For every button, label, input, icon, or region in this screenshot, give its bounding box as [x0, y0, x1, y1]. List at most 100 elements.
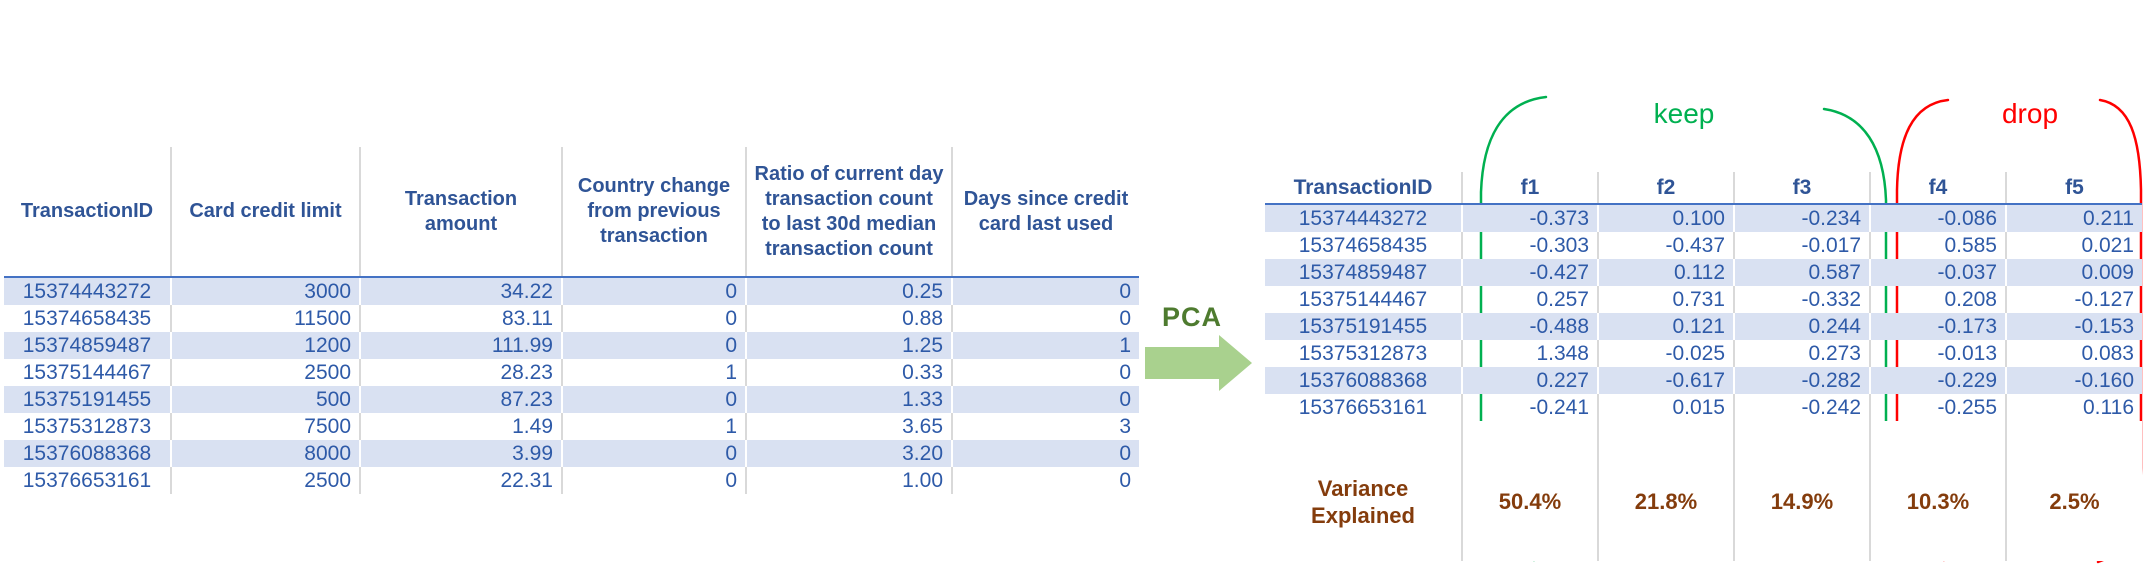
- table-cell: 0: [562, 305, 747, 332]
- variance-f3: 14.9%: [1734, 421, 1871, 561]
- table-cell: 0: [1119, 360, 1131, 384]
- table-cell: 11500: [171, 305, 361, 332]
- column-header-card-credit-limit: Card credit limit: [171, 147, 361, 278]
- table-cell: -0.617: [1598, 367, 1735, 394]
- table-cell: 3.99: [360, 440, 563, 467]
- table-cell: 0.88: [746, 305, 953, 332]
- table-cell: -0.488: [1462, 313, 1599, 340]
- table-cell: 0: [952, 386, 1139, 413]
- column-header-country-change: Country change from previous transaction: [562, 147, 747, 278]
- table-cell: 1.348: [1462, 340, 1599, 367]
- table-cell: -0.437: [1598, 232, 1735, 259]
- table-cell: 0: [562, 277, 747, 305]
- table-cell: -0.160: [2006, 367, 2142, 394]
- column-header-f4: f4: [1870, 172, 2007, 205]
- table-cell: 1.49: [360, 413, 563, 440]
- table-cell: -0.255: [1870, 394, 2007, 421]
- pca-arrow-icon: [1145, 335, 1252, 391]
- table-cell: 0.25: [746, 277, 953, 305]
- table-cell: 15376088368: [1265, 367, 1463, 394]
- table-cell: 0.009: [2006, 259, 2142, 286]
- input-table-header: TransactionID Card credit limit Transact…: [4, 147, 1139, 278]
- table-cell: 15375144467: [1265, 286, 1463, 313]
- table-row: 15374443272 -0.373 0.100 -0.234 -0.086 0.211: [1265, 204, 2142, 232]
- table-row: 15376653161 -0.241 0.015 -0.242 -0.255 0.116: [1265, 394, 2142, 421]
- table-row: 15376653161 2500 22.31 0 1.00 0: [4, 467, 1139, 494]
- table-row: 15375144467 2500 28.23 1 0.33 0: [4, 359, 1139, 386]
- table-cell: 1200: [171, 332, 361, 359]
- table-cell: -0.241: [1462, 394, 1599, 421]
- variance-f1: 50.4%: [1462, 421, 1599, 561]
- table-cell: 1.33: [746, 386, 953, 413]
- table-cell: 87.23: [360, 386, 563, 413]
- table-cell: 0: [1119, 306, 1131, 330]
- table-row: 15376088368 8000 3.99 0 3.20 0: [4, 440, 1139, 467]
- column-header-f5: f5: [2006, 172, 2142, 205]
- table-cell: 0: [952, 440, 1139, 467]
- table-cell: -0.127: [2074, 287, 2134, 311]
- table-cell: -0.234: [1734, 204, 1871, 232]
- table-cell: -0.229: [1870, 367, 2007, 394]
- table-cell: 1.25: [746, 332, 953, 359]
- table-cell: 15376653161: [4, 467, 172, 494]
- column-header-transaction-amount: Transaction amount: [360, 147, 563, 278]
- column-header-days-since-used: Days since credit card last used: [952, 147, 1139, 278]
- component-table-body: 15374443272 -0.373 0.100 -0.234 -0.086 0.211 1…: [1265, 204, 2142, 421]
- table-cell: -0.025: [1598, 340, 1735, 367]
- table-cell: 0.208: [1870, 286, 2007, 313]
- table-row: 15375144467 0.257 0.731 -0.332 0.208 -0.127: [1265, 286, 2142, 313]
- variance-f2: 21.8%: [1598, 421, 1735, 561]
- input-table-body: 15374443272 3000 34.22 0 0.25 0 15374658435 115…: [4, 277, 1139, 494]
- table-cell: 3: [1119, 414, 1131, 438]
- table-cell: 0.227: [1462, 367, 1599, 394]
- variance-explained-label: Variance Explained: [1265, 421, 1463, 561]
- variance-f4: 10.3%: [1870, 421, 2007, 561]
- table-cell: -0.086: [1870, 204, 2007, 232]
- table-cell: -0.373: [1462, 204, 1599, 232]
- table-cell: -0.303: [1462, 232, 1599, 259]
- table-cell: 15374859487: [1265, 259, 1463, 286]
- table-cell: 0: [562, 440, 747, 467]
- table-cell: 2500: [171, 359, 361, 386]
- column-header-f1: f1: [1462, 172, 1599, 205]
- pca-label: PCA: [1161, 302, 1222, 332]
- table-cell: 1: [562, 359, 747, 386]
- table-cell: 0.116: [2083, 395, 2134, 419]
- header-row: TransactionID f1 f2 f3 f4 f5: [1265, 172, 2142, 205]
- table-row: Variance Explained 50.4% 21.8% 14.9% 10.…: [1265, 421, 2142, 561]
- table-cell: 34.22: [360, 277, 563, 305]
- table-cell: 0.021: [2081, 233, 2134, 257]
- column-header-f3: f3: [1734, 172, 1871, 205]
- table-cell: -0.173: [1870, 313, 2007, 340]
- drop-label: drop: [2001, 98, 2059, 129]
- table-cell: 0.244: [1734, 313, 1871, 340]
- table-row: 15374859487 1200 111.99 0 1.25 1: [4, 332, 1139, 359]
- table-cell: 15375191455: [4, 386, 172, 413]
- table-cell: 7500: [171, 413, 361, 440]
- column-header-transaction-id: TransactionID: [4, 147, 172, 278]
- table-cell: 15375191455: [1265, 313, 1463, 340]
- table-cell: 0.083: [2081, 341, 2134, 365]
- table-cell: -0.282: [1734, 367, 1871, 394]
- column-header-f2: f2: [1598, 172, 1735, 205]
- table-cell: 0.33: [746, 359, 953, 386]
- table-row: 15375312873 1.348 -0.025 0.273 -0.013 0.083: [1265, 340, 2142, 367]
- table-cell: 15374443272: [4, 277, 172, 305]
- table-row: 15375191455 -0.488 0.121 0.244 -0.173 -0.153: [1265, 313, 2142, 340]
- table-cell: 2500: [171, 467, 361, 494]
- table-row: 15374658435 11500 83.11 0 0.88 0: [4, 305, 1139, 332]
- keep-label: keep: [1653, 98, 1715, 129]
- column-header-ratio-30d: Ratio of current day transaction count t…: [746, 147, 953, 278]
- table-cell: 15375312873: [1265, 340, 1463, 367]
- table-cell: 1: [562, 413, 747, 440]
- table-cell: 15376653161: [1265, 394, 1463, 421]
- table-cell: 22.31: [360, 467, 563, 494]
- table-cell: 0.257: [1462, 286, 1599, 313]
- table-row: 15375191455 500 87.23 0 1.33 0: [4, 386, 1139, 413]
- table-cell: 15374859487: [4, 332, 172, 359]
- table-cell: 83.11: [360, 305, 563, 332]
- table-cell: 28.23: [360, 359, 563, 386]
- table-cell: -0.037: [1870, 259, 2007, 286]
- table-cell: 0: [562, 332, 747, 359]
